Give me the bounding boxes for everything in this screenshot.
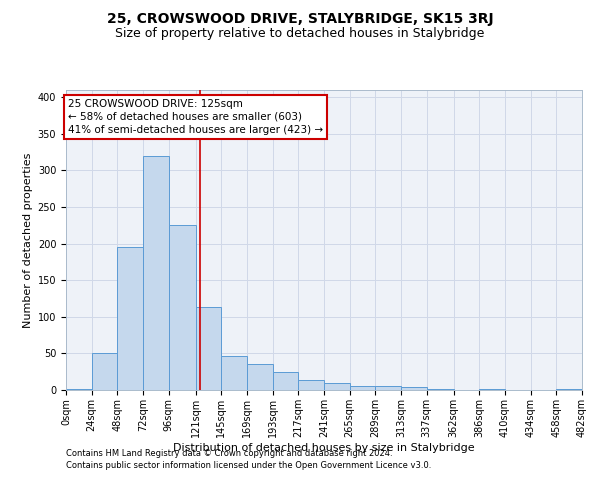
Bar xyxy=(196,308,221,390)
Bar xyxy=(221,356,247,390)
Bar xyxy=(556,388,582,390)
Bar xyxy=(324,384,350,390)
Bar xyxy=(169,226,196,390)
Y-axis label: Number of detached properties: Number of detached properties xyxy=(23,152,34,328)
Bar xyxy=(401,387,427,390)
Bar xyxy=(479,388,505,390)
Bar xyxy=(66,388,92,390)
Text: 25 CROWSWOOD DRIVE: 125sqm
← 58% of detached houses are smaller (603)
41% of sem: 25 CROWSWOOD DRIVE: 125sqm ← 58% of deta… xyxy=(68,99,323,135)
Bar xyxy=(118,248,143,390)
Text: Contains HM Land Registry data © Crown copyright and database right 2024.: Contains HM Land Registry data © Crown c… xyxy=(66,448,392,458)
Bar xyxy=(272,372,298,390)
X-axis label: Distribution of detached houses by size in Stalybridge: Distribution of detached houses by size … xyxy=(173,442,475,452)
Text: Size of property relative to detached houses in Stalybridge: Size of property relative to detached ho… xyxy=(115,28,485,40)
Text: Contains public sector information licensed under the Open Government Licence v3: Contains public sector information licen… xyxy=(66,461,431,470)
Bar xyxy=(92,354,118,390)
Bar xyxy=(143,156,169,390)
Bar xyxy=(427,388,454,390)
Text: 25, CROWSWOOD DRIVE, STALYBRIDGE, SK15 3RJ: 25, CROWSWOOD DRIVE, STALYBRIDGE, SK15 3… xyxy=(107,12,493,26)
Bar xyxy=(247,364,272,390)
Bar xyxy=(350,386,376,390)
Bar xyxy=(376,386,401,390)
Bar xyxy=(298,380,324,390)
